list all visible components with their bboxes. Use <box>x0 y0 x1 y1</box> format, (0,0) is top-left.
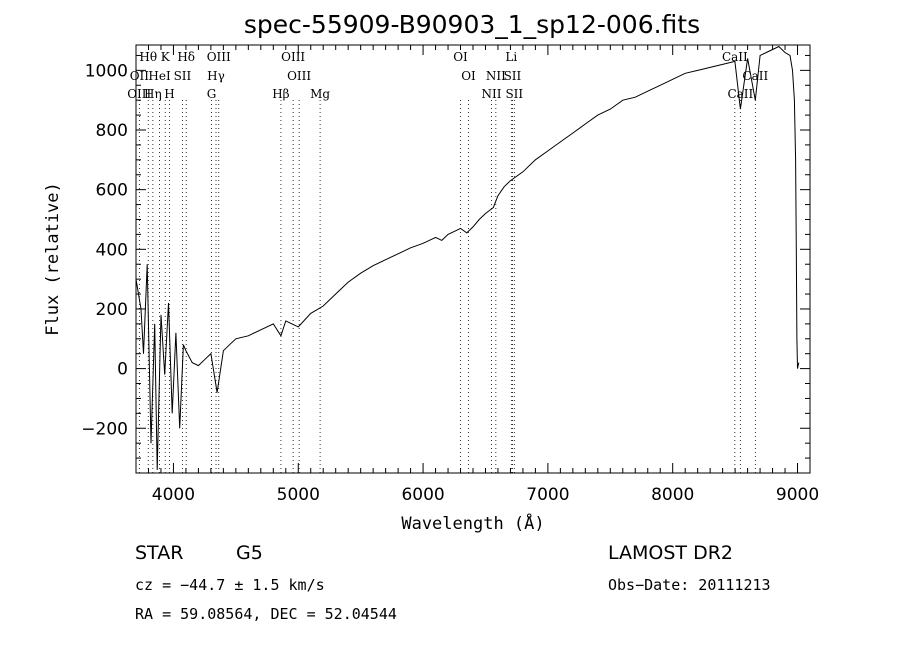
spectral-line-label: H <box>164 87 174 101</box>
spectral-line-label: NII <box>486 69 506 83</box>
spectral-line-label: Hθ <box>139 50 157 64</box>
spectral-line-label: OIII <box>207 50 231 64</box>
spectral-line-label: Hδ <box>177 50 195 64</box>
x-axis-label: Wavelength (Å) <box>401 512 544 534</box>
x-tick-label: 8000 <box>651 485 694 505</box>
spectral-line-label: Hγ <box>207 69 225 83</box>
spectral-line-label: OIII <box>127 87 151 101</box>
spectral-line-label: Mg <box>310 87 330 101</box>
object-class: STAR <box>135 542 184 564</box>
y-tick-label: 0 <box>117 360 128 380</box>
x-tick-label: 6000 <box>401 485 444 505</box>
spectral-line-label: NII <box>481 87 501 101</box>
velocity-readout: cz = −44.7 ± 1.5 km/s <box>135 576 325 594</box>
spectral-line-label: OIII <box>281 50 305 64</box>
x-tick-label: 5000 <box>277 485 320 505</box>
spectral-line-label: CaII <box>727 87 753 101</box>
y-axis-label: Flux (relative) <box>43 182 63 336</box>
y-tick-label: 200 <box>96 300 128 320</box>
spectral-line-label: OIII <box>287 69 311 83</box>
spectral-line-label: K <box>161 50 171 64</box>
y-tick-label: 400 <box>96 240 128 260</box>
object-subclass: G5 <box>236 542 263 564</box>
plot-frame <box>135 44 811 474</box>
axes: 4000 5000 6000 7000 8000 9000 −200 0 200 400 600 80… <box>81 45 819 505</box>
obs-date: Obs−Date: 20111213 <box>608 576 771 594</box>
spectral-line-label: Hβ <box>272 87 289 101</box>
spectral-line-label: SII <box>504 69 522 83</box>
x-tick-label: 4000 <box>152 485 195 505</box>
survey-name: LAMOST DR2 <box>608 542 733 564</box>
spectral-line-label: OII <box>130 69 150 83</box>
y-tick-label: −200 <box>81 419 128 439</box>
spectrum-line <box>135 45 800 471</box>
spectral-line-label: SII <box>505 87 523 101</box>
spectral-line-label: OI <box>461 69 476 83</box>
chart-title: spec-55909-B90903_1_sp12-006.fits <box>244 10 700 39</box>
spectral-line-label: CaII <box>722 50 748 64</box>
y-tick-label: 600 <box>96 181 128 201</box>
y-tick-label: 800 <box>96 121 128 141</box>
spectral-line-label: CaII <box>742 69 768 83</box>
x-tick-label: 7000 <box>526 485 569 505</box>
coordinates: RA = 59.08564, DEC = 52.04544 <box>135 605 397 623</box>
spectral-line-label: Hη <box>144 87 162 101</box>
spectral-line-label: G <box>207 87 217 101</box>
spectral-line-label: HeI <box>148 69 171 83</box>
y-tick-label: 1000 <box>85 61 128 81</box>
spectral-line-label: OI <box>453 50 468 64</box>
x-tick-label: 9000 <box>776 485 819 505</box>
spectral-line-label: SII <box>174 69 192 83</box>
spectral-line-label: Li <box>505 50 517 64</box>
